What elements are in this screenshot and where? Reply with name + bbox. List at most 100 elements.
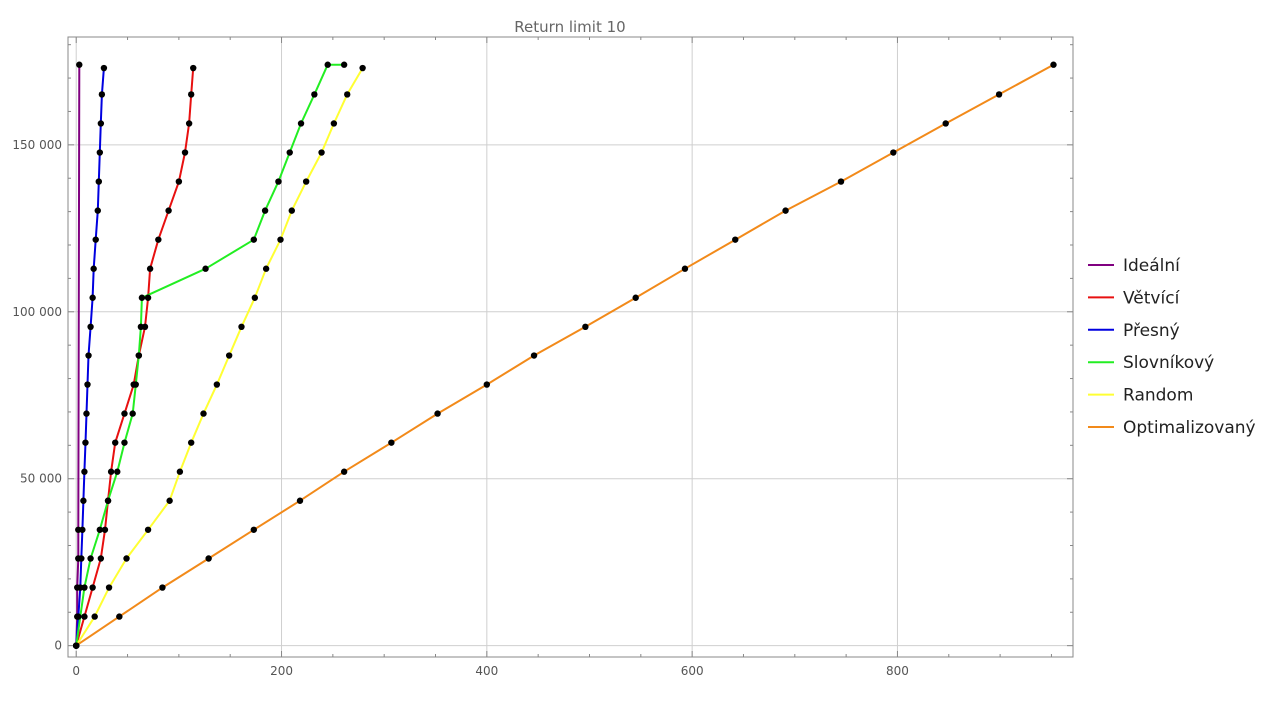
data-point (96, 149, 104, 156)
data-point (129, 410, 136, 417)
data-point (388, 439, 395, 446)
data-point (251, 294, 259, 301)
data-point (296, 497, 304, 504)
data-point (112, 439, 119, 446)
x-tick-label: 600 (681, 664, 704, 678)
data-point (890, 149, 897, 156)
data-point (286, 149, 293, 156)
data-point (123, 555, 130, 562)
data-point (311, 91, 318, 98)
data-point (330, 120, 338, 127)
data-point (837, 178, 845, 185)
data-point (434, 410, 441, 417)
data-point (190, 64, 197, 72)
x-tick-label: 400 (475, 664, 498, 678)
data-point (175, 178, 183, 185)
data-point (187, 439, 195, 446)
data-point (87, 323, 94, 331)
data-point (176, 468, 184, 475)
x-tick-label: 800 (886, 664, 909, 678)
data-point (297, 120, 305, 127)
data-point (155, 236, 162, 243)
data-point (85, 352, 92, 359)
x-tick-label: 200 (270, 664, 293, 678)
data-point (121, 439, 128, 446)
data-point (238, 323, 245, 331)
data-point (288, 207, 295, 214)
data-point (101, 526, 109, 533)
data-point (582, 323, 589, 331)
y-tick-label: 50 000 (20, 472, 62, 486)
data-point (1050, 61, 1057, 68)
data-point (205, 555, 212, 562)
data-point (96, 526, 104, 533)
data-point (250, 236, 258, 243)
legend-label: Slovníkový (1123, 353, 1214, 373)
data-point (146, 265, 154, 272)
data-point (277, 236, 284, 243)
data-point (114, 468, 121, 475)
data-point (82, 439, 89, 446)
legend-label: Random (1123, 386, 1193, 406)
data-point (144, 526, 152, 533)
series-line (75, 68, 195, 646)
data-point (340, 468, 348, 475)
data-point (632, 294, 639, 301)
data-point (73, 642, 80, 649)
data-point (137, 323, 145, 331)
data-point (261, 207, 269, 214)
chart-title: Return limit 10 (514, 18, 625, 36)
data-point (97, 120, 105, 127)
data-point (79, 526, 86, 533)
series-line (75, 63, 1054, 647)
data-point (144, 294, 152, 301)
data-point (165, 207, 172, 214)
data-point (995, 91, 1003, 98)
data-point (92, 236, 99, 243)
data-point (202, 265, 209, 272)
data-point (105, 584, 113, 591)
data-point (116, 613, 123, 620)
data-point (75, 613, 82, 620)
data-point (344, 91, 351, 98)
data-point (324, 61, 331, 68)
legend-label: Ideální (1123, 256, 1181, 276)
data-point (97, 555, 105, 562)
y-tick-label: 100 000 (12, 305, 62, 319)
data-point (275, 178, 282, 185)
plot-frame (67, 36, 1074, 658)
data-point (200, 410, 207, 417)
grid-lines (68, 37, 1073, 657)
data-point (340, 61, 348, 68)
data-point (98, 91, 106, 98)
data-point (95, 178, 102, 185)
data-point (89, 294, 96, 301)
data-point (483, 381, 491, 388)
data-point (359, 64, 366, 72)
data-point (732, 236, 739, 243)
data-point (107, 468, 115, 475)
data-point (187, 91, 195, 98)
data-point (213, 381, 221, 388)
data-point (262, 265, 270, 272)
axis-ticks: 0 200 400 600 800 0 50 000 100 000 150 000 (12, 37, 1073, 678)
data-point (76, 61, 83, 68)
data-point (94, 207, 101, 214)
data-point (318, 149, 325, 156)
data-point (104, 497, 112, 504)
data-point (87, 555, 94, 562)
y-tick-label: 0 (54, 639, 62, 653)
data-point (121, 410, 128, 417)
legend-label: Větvící (1123, 288, 1181, 308)
x-tick-label: 0 (72, 664, 80, 678)
data-point (78, 555, 85, 562)
data-point (91, 613, 98, 620)
data-point (80, 497, 87, 504)
data-point (225, 352, 233, 359)
data-point (81, 613, 88, 620)
data-series (73, 61, 1057, 649)
data-point (138, 294, 146, 301)
data-point (90, 265, 97, 272)
data-point (181, 149, 189, 156)
